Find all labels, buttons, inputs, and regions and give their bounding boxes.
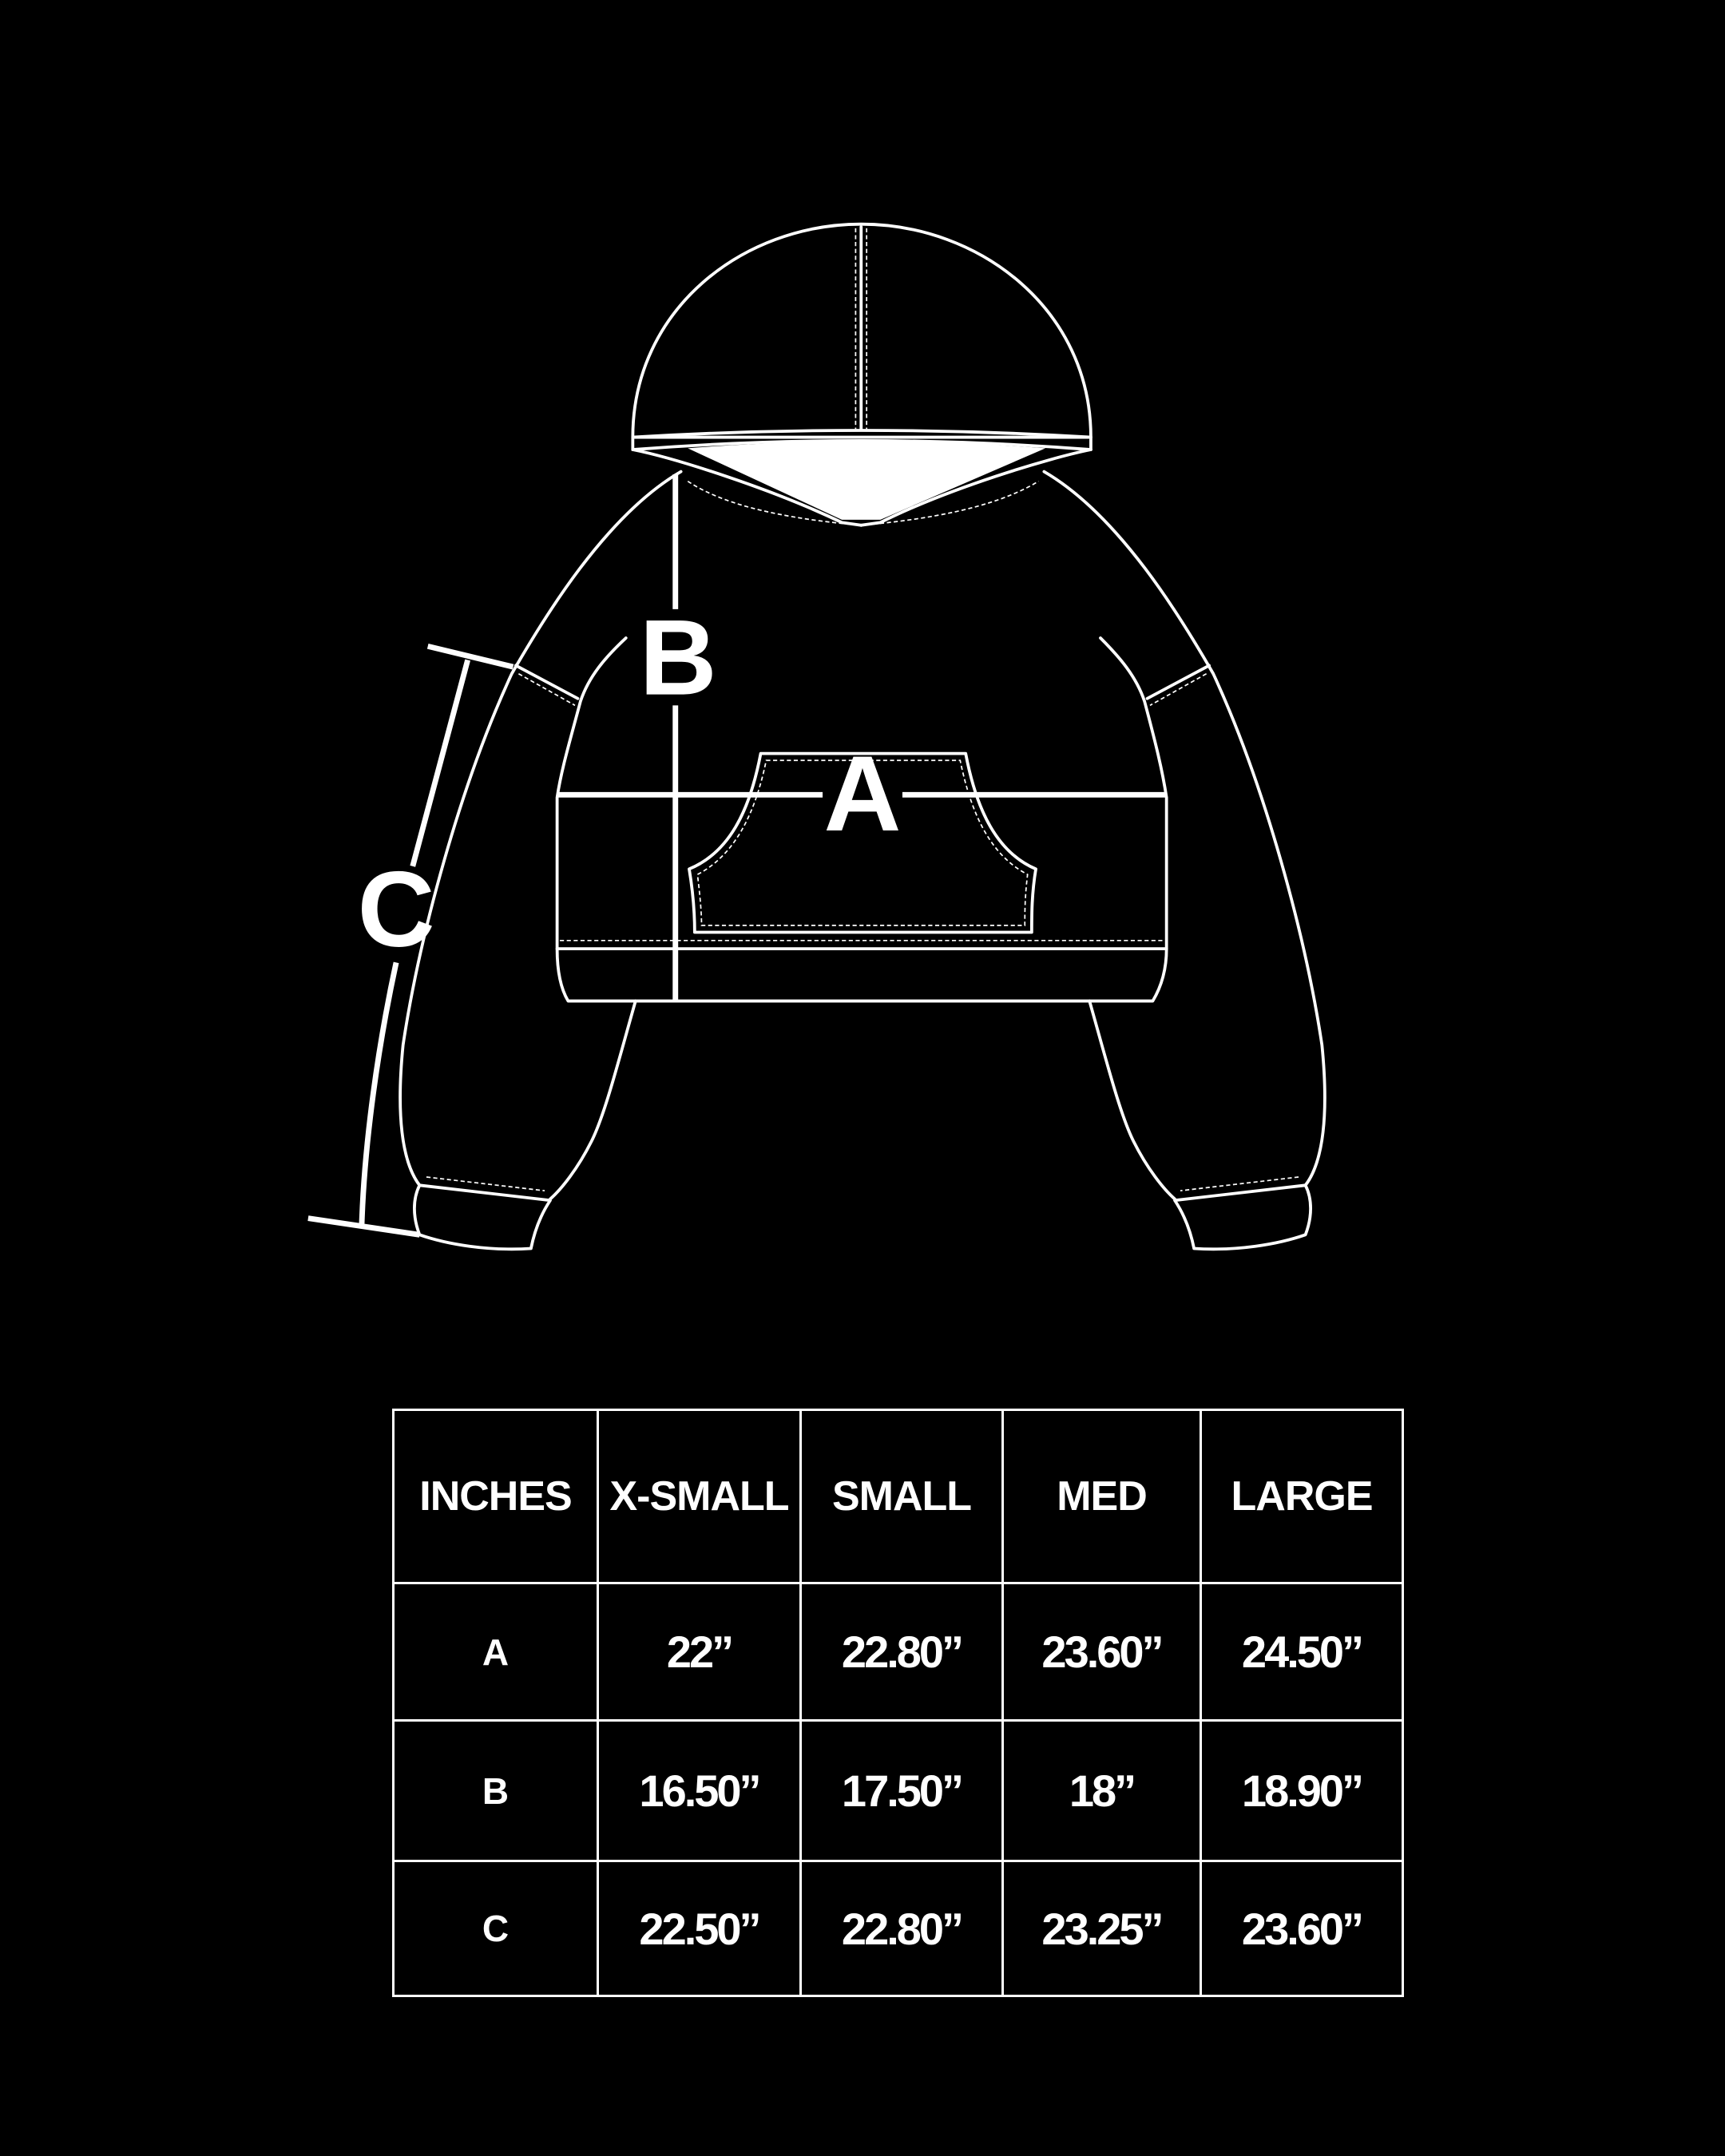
hoodie-illustration (399, 222, 1326, 1251)
table-header-row: INCHES X-SMALL SMALL MED LARGE (392, 1409, 1404, 1584)
right-sleeve (1042, 470, 1326, 1187)
left-cuff-stitch (426, 1176, 545, 1192)
left-sleeve (399, 470, 683, 1187)
label-b: B (640, 598, 717, 718)
table-cell: 18” (1001, 1719, 1202, 1862)
right-cuff-stitch (1180, 1176, 1299, 1192)
body (555, 636, 1168, 1003)
pocket-stitch (696, 759, 1029, 926)
table-cell: 23.60” (1001, 1582, 1202, 1722)
table-row: A 22” 22.80” 23.60” 24.50” (392, 1582, 1404, 1722)
neck-stitch (687, 480, 1039, 526)
right-shoulder-seam (1145, 664, 1211, 700)
header-size: LARGE (1200, 1409, 1404, 1584)
label-a: A (823, 734, 901, 854)
table-cell: 22.80” (799, 1860, 1004, 1997)
table-cell: 16.50” (597, 1719, 802, 1862)
collar-left (631, 448, 863, 527)
header-units: INCHES (392, 1409, 599, 1584)
header-size: X-SMALL (597, 1409, 802, 1584)
table-cell: 24.50” (1200, 1582, 1404, 1722)
row-label: B (392, 1719, 599, 1862)
left-sleeve-inner (549, 999, 637, 1201)
right-cuff (1173, 1183, 1312, 1251)
table-cell: 22.80” (799, 1582, 1004, 1722)
hood-lining (688, 441, 1046, 520)
size-chart-table: INCHES X-SMALL SMALL MED LARGE A 22” 22.… (392, 1409, 1404, 1997)
table-cell: 22.50” (597, 1860, 802, 1997)
row-label: C (392, 1860, 599, 1997)
kangaroo-pocket (688, 751, 1037, 934)
row-label: A (392, 1582, 599, 1722)
left-cuff (413, 1183, 552, 1251)
header-size: MED (1001, 1409, 1202, 1584)
hood (631, 222, 1092, 439)
header-size: SMALL (799, 1409, 1004, 1584)
collar-right (859, 448, 1092, 527)
table-cell: 17.50” (799, 1719, 1004, 1862)
right-shoulder-stitch (1149, 672, 1208, 707)
measurement-b: B (640, 474, 717, 1001)
table-cell: 23.60” (1200, 1860, 1404, 1997)
table-cell: 22” (597, 1582, 802, 1722)
right-sleeve-inner (1088, 999, 1176, 1201)
label-c: C (358, 850, 435, 969)
measurement-c: C (307, 643, 514, 1238)
measurement-a: A (557, 734, 1167, 854)
table-row: C 22.50” 22.80” 23.25” 23.60” (392, 1860, 1404, 1997)
table-cell: 23.25” (1001, 1860, 1202, 1997)
table-cell: 18.90” (1200, 1719, 1404, 1862)
left-shoulder-seam (514, 664, 580, 700)
left-shoulder-stitch (518, 672, 576, 707)
table-row: B 16.50” 17.50” 18” 18.90” (392, 1719, 1404, 1862)
